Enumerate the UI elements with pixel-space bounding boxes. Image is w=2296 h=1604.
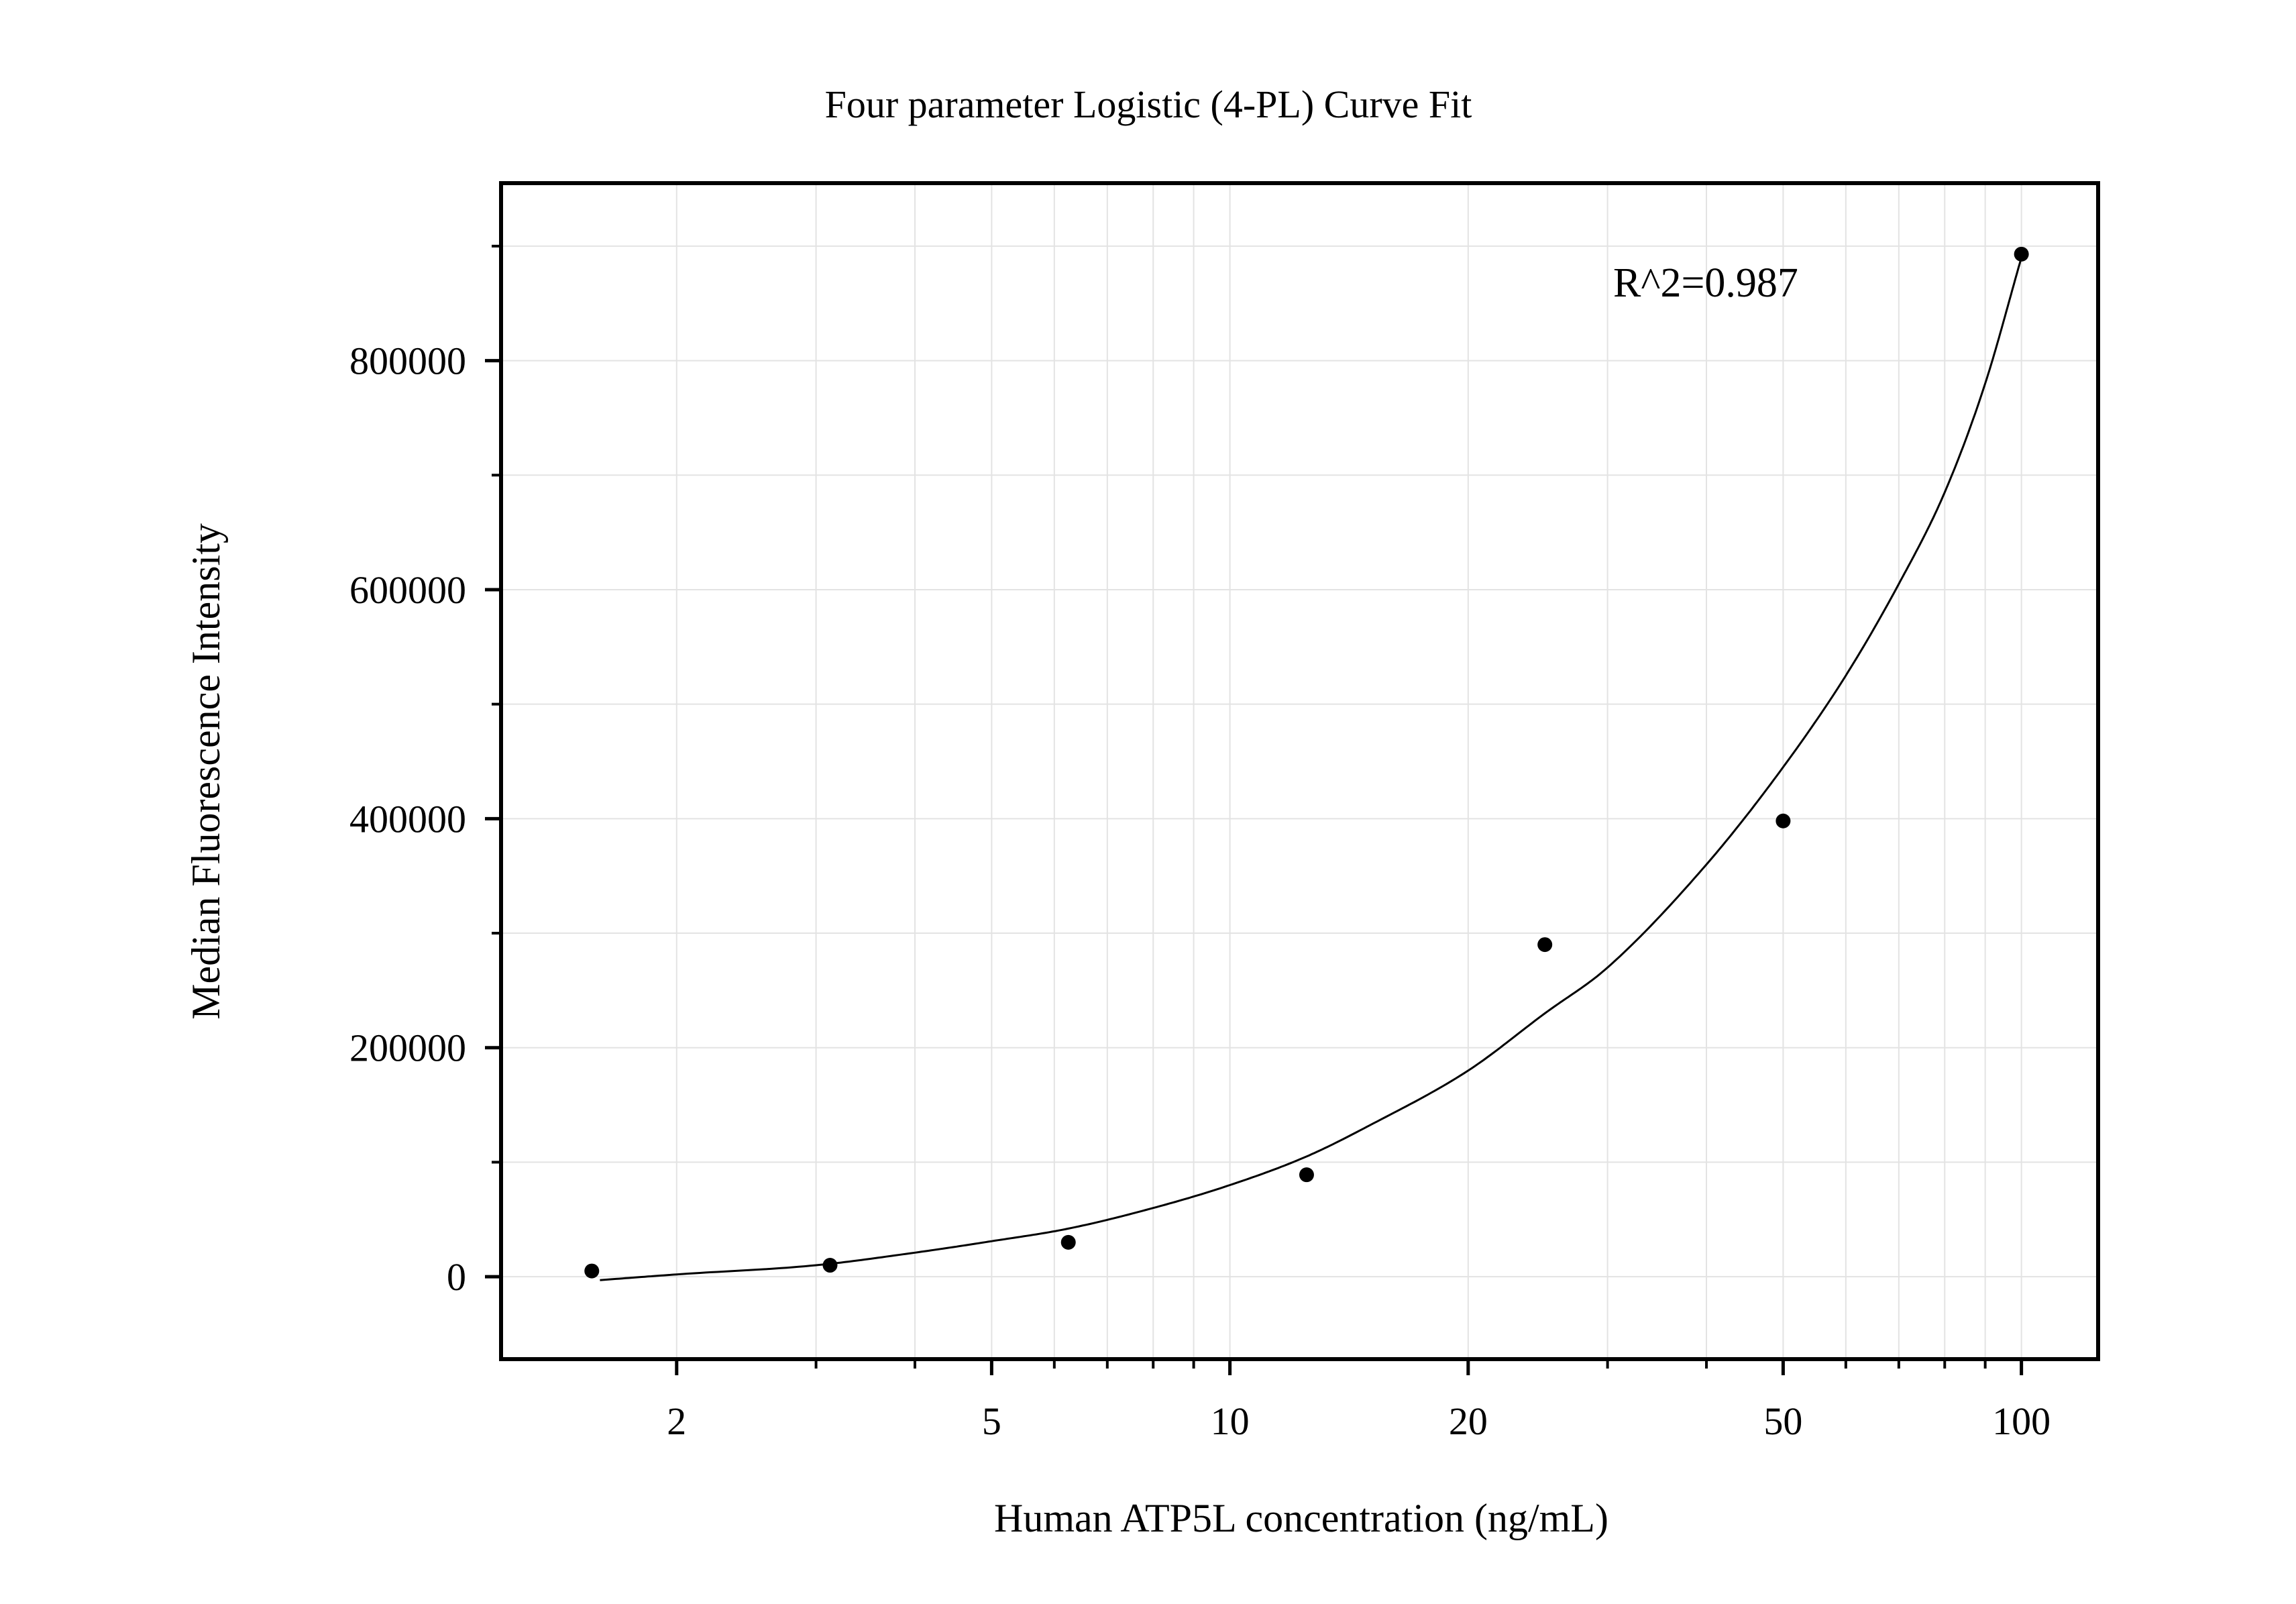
y-tick-label: 400000 [349,797,466,841]
data-point [1299,1167,1314,1183]
data-point [822,1258,838,1273]
y-tick-label: 800000 [349,339,466,383]
y-axis-ticks: 0 200000 400000 600000 800000 [349,244,501,1299]
chart-title: Four parameter Logistic (4-PL) Curve Fit [825,83,1472,126]
y-tick-label: 600000 [349,568,466,612]
x-tick-label: 20 [1449,1399,1488,1443]
data-point [1537,937,1553,953]
fit-curve-layer [600,257,2023,1281]
x-axis-label: Human ATP5L concentration (ng/mL) [994,1496,1608,1540]
x-axis-ticks: 2 5 10 20 50 100 [667,1359,2051,1443]
data-point [2014,246,2029,262]
y-tick-label: 200000 [349,1026,466,1070]
data-point [584,1263,600,1279]
x-tick-label: 2 [667,1399,686,1443]
data-point [1060,1234,1076,1250]
x-tick-label: 50 [1763,1399,1802,1443]
plot-frame [499,181,2100,1361]
y-axis-label: Median Fluorescence Intensity [184,523,228,1020]
data-points-layer [584,246,2029,1279]
r-squared-annotation: R^2=0.987 [1613,260,1798,306]
x-tick-label: 5 [982,1399,1001,1443]
x-tick-label: 100 [1992,1399,2051,1443]
fit-curve [600,257,2023,1281]
grid [501,183,2098,1359]
data-point [1775,813,1791,828]
x-tick-label: 10 [1211,1399,1250,1443]
y-tick-label: 0 [447,1255,466,1299]
